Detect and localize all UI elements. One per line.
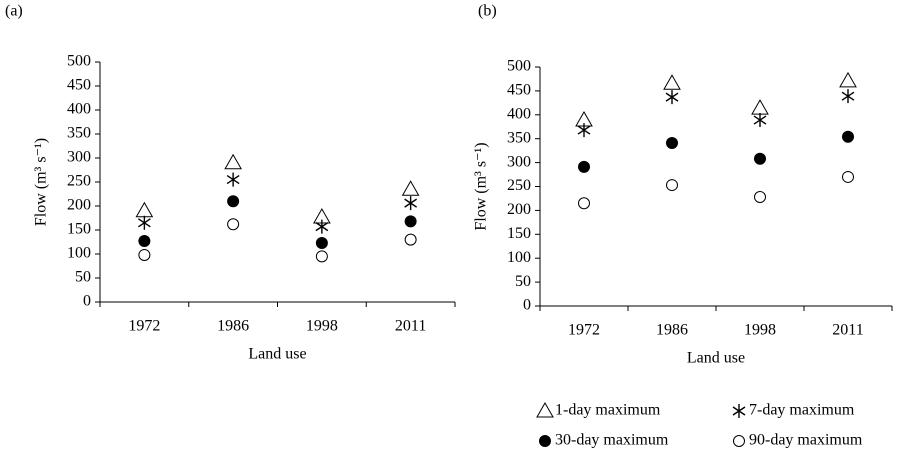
data-point bbox=[226, 172, 240, 187]
data-point bbox=[666, 137, 678, 150]
y-tick-label: 500 bbox=[67, 53, 91, 70]
data-point bbox=[404, 215, 417, 228]
data-point bbox=[666, 179, 678, 192]
x-tick-label: 1998 bbox=[744, 322, 776, 339]
data-point bbox=[842, 130, 854, 143]
data-point bbox=[578, 197, 590, 210]
y-tick-label: 0 bbox=[523, 297, 531, 314]
data-point bbox=[753, 113, 767, 128]
data-point bbox=[404, 196, 418, 211]
data-point bbox=[135, 201, 154, 218]
y-axis-title: Flow (m³ s⁻¹) bbox=[473, 142, 490, 230]
data-point bbox=[663, 74, 681, 90]
x-tick-label: 1998 bbox=[306, 318, 338, 335]
legend-marker bbox=[733, 435, 745, 447]
data-point bbox=[138, 248, 151, 261]
y-tick-label: 450 bbox=[67, 77, 91, 94]
data-point bbox=[137, 215, 151, 230]
data-point bbox=[315, 219, 329, 234]
y-tick-label: 200 bbox=[507, 201, 531, 218]
data-point bbox=[401, 180, 420, 196]
data-point bbox=[665, 90, 679, 105]
legend-label: 7-day maximum bbox=[749, 402, 855, 419]
legend-marker bbox=[732, 404, 746, 418]
x-tick-label: 2011 bbox=[395, 318, 426, 335]
data-point bbox=[315, 236, 328, 249]
x-axis-title: Land use bbox=[248, 346, 306, 363]
y-tick-label: 500 bbox=[507, 58, 531, 75]
y-tick-label: 350 bbox=[67, 125, 91, 142]
x-tick-label: 1986 bbox=[217, 318, 249, 335]
y-tick-label: 0 bbox=[83, 293, 91, 310]
y-tick-label: 450 bbox=[507, 82, 531, 99]
legend-marker bbox=[539, 435, 551, 447]
y-tick-label: 150 bbox=[507, 225, 531, 242]
y-tick-label: 150 bbox=[67, 221, 91, 238]
data-point bbox=[842, 170, 854, 183]
y-tick-label: 400 bbox=[507, 105, 531, 122]
y-tick-label: 100 bbox=[507, 249, 531, 266]
data-point bbox=[839, 71, 857, 88]
legend-label: 90-day maximum bbox=[749, 432, 863, 449]
data-point bbox=[754, 191, 766, 204]
x-tick-label: 1972 bbox=[568, 322, 600, 339]
y-tick-label: 200 bbox=[67, 197, 91, 214]
y-tick-label: 250 bbox=[507, 177, 531, 194]
x-axis-title: Land use bbox=[687, 350, 745, 367]
y-tick-label: 400 bbox=[67, 101, 91, 118]
panel-label: (b) bbox=[478, 3, 497, 20]
panel-label: (a) bbox=[5, 3, 23, 20]
legend-marker bbox=[536, 401, 554, 418]
y-tick-label: 350 bbox=[507, 129, 531, 146]
y-tick-label: 100 bbox=[67, 245, 91, 262]
data-point bbox=[577, 123, 591, 138]
data-point bbox=[754, 152, 766, 165]
data-point bbox=[227, 218, 240, 231]
data-point bbox=[138, 235, 151, 248]
data-point bbox=[404, 233, 417, 246]
data-point bbox=[224, 153, 242, 170]
data-point bbox=[578, 160, 590, 173]
y-tick-label: 250 bbox=[67, 173, 91, 190]
y-axis-title: Flow (m³ s⁻¹) bbox=[33, 138, 50, 226]
data-point bbox=[227, 195, 240, 208]
data-point bbox=[841, 89, 855, 104]
legend-label: 30-day maximum bbox=[555, 432, 669, 449]
y-tick-label: 300 bbox=[67, 149, 91, 166]
data-point bbox=[315, 250, 328, 263]
x-tick-label: 1972 bbox=[128, 318, 160, 335]
x-tick-label: 1986 bbox=[656, 322, 688, 339]
data-point bbox=[751, 99, 769, 115]
y-tick-label: 300 bbox=[507, 153, 531, 170]
x-tick-label: 2011 bbox=[832, 322, 863, 339]
y-tick-label: 50 bbox=[75, 269, 91, 286]
y-tick-label: 50 bbox=[515, 273, 531, 290]
legend-label: 1-day maximum bbox=[555, 402, 661, 419]
